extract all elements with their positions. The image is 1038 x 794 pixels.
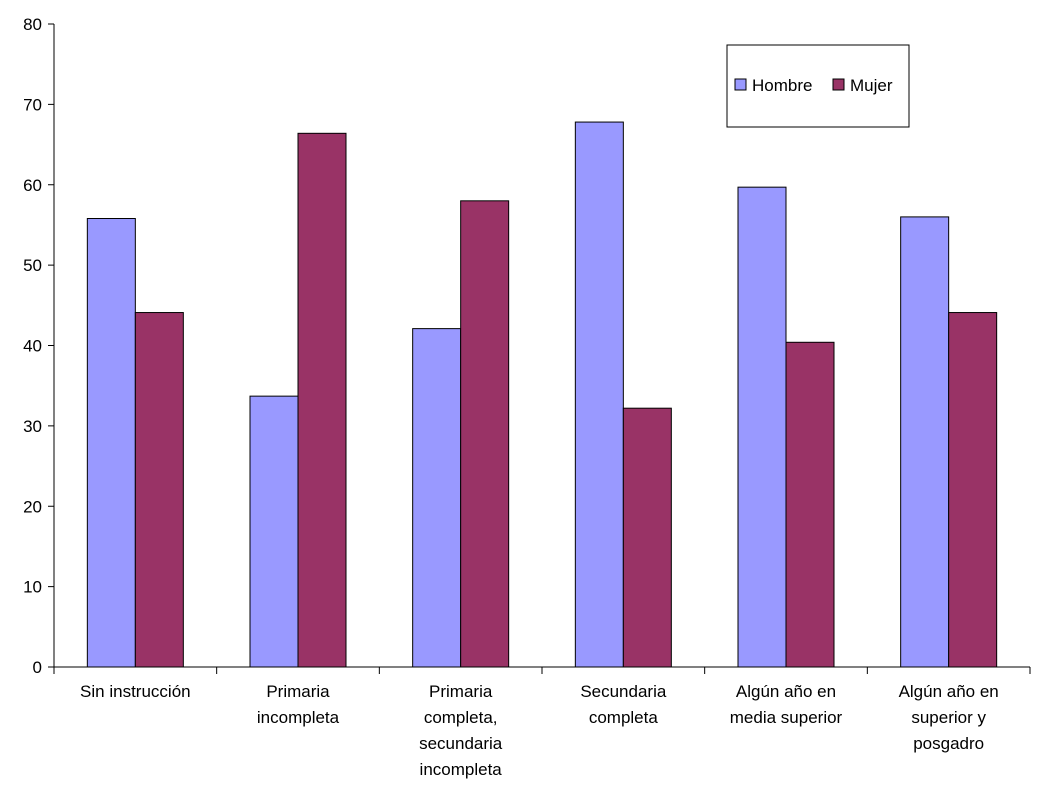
bar-mujer <box>460 200 510 668</box>
x-category-label-line: secundaria <box>419 734 503 753</box>
y-tick-label: 70 <box>23 95 42 114</box>
bar-hombre <box>412 328 462 668</box>
bar-mujer <box>297 132 347 668</box>
y-tick-label: 40 <box>23 337 42 356</box>
bar-mujer <box>948 312 998 668</box>
legend-box <box>726 44 910 128</box>
x-category-label-line: completa <box>589 708 659 727</box>
x-category-label: Primaria completa, secundaria incompleta <box>419 682 503 779</box>
x-category-label-line: media superior <box>730 708 843 727</box>
y-tick-label: 50 <box>23 256 42 275</box>
bar-mujer <box>622 407 672 668</box>
y-tick-label: 20 <box>23 497 42 516</box>
y-tick-label: 60 <box>23 176 42 195</box>
legend-label-mujer: Mujer <box>850 76 893 95</box>
category-labels: Sin instrucción Primaria incompletaPrimari… <box>80 682 999 779</box>
bar-mujer <box>785 341 835 668</box>
bar-hombre <box>900 216 950 668</box>
x-axis <box>53 666 1031 674</box>
y-axis: 0 10 20 30 40 50 60 70 80 <box>23 15 55 677</box>
legend: Hombre Mujer <box>726 44 910 128</box>
x-category-label-line: completa, <box>424 708 498 727</box>
bar-hombre <box>86 218 136 668</box>
bar-hombre <box>574 121 624 668</box>
x-category-label-line: Algún año en <box>899 682 999 701</box>
x-category-label-line: Sin instrucción <box>80 682 191 701</box>
x-category-label: Sin instrucción <box>80 682 191 701</box>
y-tick-label: 80 <box>23 15 42 34</box>
x-category-label: Algún año en superior y posgadro <box>899 682 999 753</box>
bars <box>86 121 998 668</box>
x-category-label: Secundaria completa <box>580 682 667 727</box>
legend-label-hombre: Hombre <box>752 76 812 95</box>
bar-mujer <box>134 312 184 668</box>
y-tick-label: 30 <box>23 417 42 436</box>
bar-hombre <box>249 395 299 668</box>
x-category-label: Algún año en media superior <box>730 682 843 727</box>
bar-hombre <box>737 186 787 668</box>
x-category-label: Primaria incompleta <box>257 682 340 727</box>
x-category-label-line: Algún año en <box>736 682 836 701</box>
x-category-label-line: incompleta <box>420 760 503 779</box>
x-category-label-line: Primaria <box>266 682 330 701</box>
x-category-label-line: posgadro <box>913 734 984 753</box>
legend-swatch-hombre <box>734 78 747 91</box>
legend-swatch-mujer <box>832 78 845 91</box>
x-category-label-line: Secundaria <box>580 682 667 701</box>
x-category-label-line: incompleta <box>257 708 340 727</box>
x-category-label-line: superior y <box>911 708 986 727</box>
y-tick-label: 0 <box>33 658 42 677</box>
y-tick-label: 10 <box>23 578 42 597</box>
x-category-label-line: Primaria <box>429 682 493 701</box>
